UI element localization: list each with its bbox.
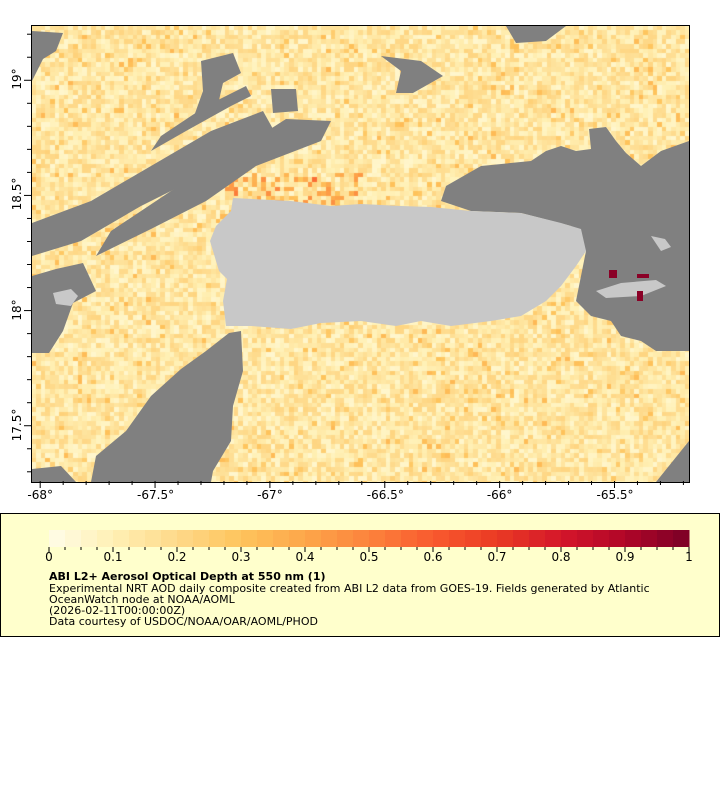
no-data-southwest xyxy=(91,331,243,482)
colorbar-bin xyxy=(513,530,530,547)
legend-title: ABI L2+ Aerosol Optical Depth at 550 nm … xyxy=(49,570,326,583)
high-aod-cell xyxy=(637,274,649,278)
x-tick-label: -66° xyxy=(486,488,513,502)
colorbar-bin xyxy=(385,530,402,547)
y-tick-label: 17.5° xyxy=(10,408,24,442)
colorbar-tick-label: 0.5 xyxy=(359,550,379,564)
colorbar-bin xyxy=(241,530,258,547)
colorbar-bin xyxy=(577,530,594,547)
colorbar-bin xyxy=(321,530,338,547)
high-aod-cell xyxy=(637,291,643,301)
colorbar-bin xyxy=(369,530,386,547)
legend-credit: Data courtesy of USDOC/NOAA/OAR/AOML/PHO… xyxy=(49,615,318,628)
x-tick-label: -67° xyxy=(257,488,283,502)
y-tick-label: 18.5° xyxy=(10,178,24,211)
colorbar-bin xyxy=(225,530,242,547)
colorbar-tick-label: 0.3 xyxy=(231,550,251,564)
colorbar-bin xyxy=(161,530,178,547)
legend-desc-2: OceanWatch node at NOAA/AOML xyxy=(49,593,235,606)
puerto-rico-land xyxy=(210,198,586,329)
legend-time: (2026-02-11T00:00:00Z) xyxy=(49,604,186,617)
x-tick-label: -65.5° xyxy=(596,488,634,502)
legend-panel: 0 0.1 0.2 0.3 0.4 0.5 0.6 0.7 0.8 0.9 1 ABI L2+ Ae… xyxy=(0,513,720,637)
high-aod-cell xyxy=(609,270,617,278)
colorbar-tick-label: 0.8 xyxy=(551,550,571,564)
colorbar-bin xyxy=(625,530,642,547)
no-data-band-1 xyxy=(32,111,273,256)
no-data-top-left xyxy=(32,31,63,81)
colorbar-bin xyxy=(449,530,466,547)
map-plot-area xyxy=(31,25,690,483)
colorbar-bin xyxy=(305,530,322,547)
no-data-top-center xyxy=(381,56,443,93)
no-data-top-right xyxy=(506,26,566,43)
colorbar-bin xyxy=(289,530,306,547)
colorbar-bin xyxy=(353,530,370,547)
no-data-band-3 xyxy=(151,86,251,151)
colorbar-bin xyxy=(145,530,162,547)
no-data-bottom-right xyxy=(656,441,689,482)
no-data-top-mid xyxy=(193,53,241,119)
no-data-bottom-left xyxy=(32,466,76,482)
colorbar-tick-label: 0.2 xyxy=(167,550,187,564)
mona-island-land xyxy=(53,289,78,306)
colorbar-bin xyxy=(337,530,354,547)
colorbar-bin xyxy=(97,530,114,547)
colorbar-bin xyxy=(641,530,658,547)
colorbar-bin xyxy=(673,530,690,547)
colorbar-bin xyxy=(193,530,210,547)
colorbar-bin xyxy=(609,530,626,547)
colorbar-bin xyxy=(401,530,418,547)
x-tick-label: -68° xyxy=(27,488,53,502)
no-data-top-2 xyxy=(271,89,298,113)
colorbar-bin xyxy=(561,530,578,547)
colorbar-bin xyxy=(49,530,66,547)
colorbar-bin xyxy=(129,530,146,547)
y-tick-label: 18° xyxy=(10,298,24,321)
colorbar-bin xyxy=(657,530,674,547)
colorbar-bin xyxy=(273,530,290,547)
colorbar-bin xyxy=(497,530,514,547)
colorbar-bin xyxy=(433,530,450,547)
y-tick-label: 19° xyxy=(10,68,24,90)
colorbar-bin xyxy=(257,530,274,547)
colorbar-bin xyxy=(177,530,194,547)
colorbar-tick-label: 0 xyxy=(45,550,53,564)
colorbar-bin xyxy=(529,530,546,547)
colorbar-bin xyxy=(113,530,130,547)
colorbar-bin xyxy=(65,530,82,547)
no-data-west xyxy=(32,263,96,353)
x-tick-label: -67.5° xyxy=(137,488,175,502)
colorbar-tick-label: 1 xyxy=(685,550,693,564)
legend-desc-1: Experimental NRT AOD daily composite cre… xyxy=(49,582,650,595)
colorbar-bin xyxy=(481,530,498,547)
no-data-band-2 xyxy=(96,119,331,256)
colorbar-bin xyxy=(545,530,562,547)
x-tick-label: -66.5° xyxy=(366,488,404,502)
colorbar-bin xyxy=(593,530,610,547)
colorbar-tick-label: 0.6 xyxy=(423,550,443,564)
colorbar-bin xyxy=(465,530,482,547)
culebra-land xyxy=(651,236,671,251)
vieques-land xyxy=(596,280,666,298)
colorbar-tick-label: 0.9 xyxy=(615,550,635,564)
map-overlay xyxy=(32,26,689,482)
colorbar-bin xyxy=(209,530,226,547)
colorbar-bin xyxy=(81,530,98,547)
colorbar-bin xyxy=(417,530,434,547)
colorbar-tick-label: 0.7 xyxy=(487,550,507,564)
colorbar-tick-label: 0.1 xyxy=(103,550,123,564)
colorbar xyxy=(48,530,690,552)
colorbar-tick-label: 0.4 xyxy=(295,550,315,564)
